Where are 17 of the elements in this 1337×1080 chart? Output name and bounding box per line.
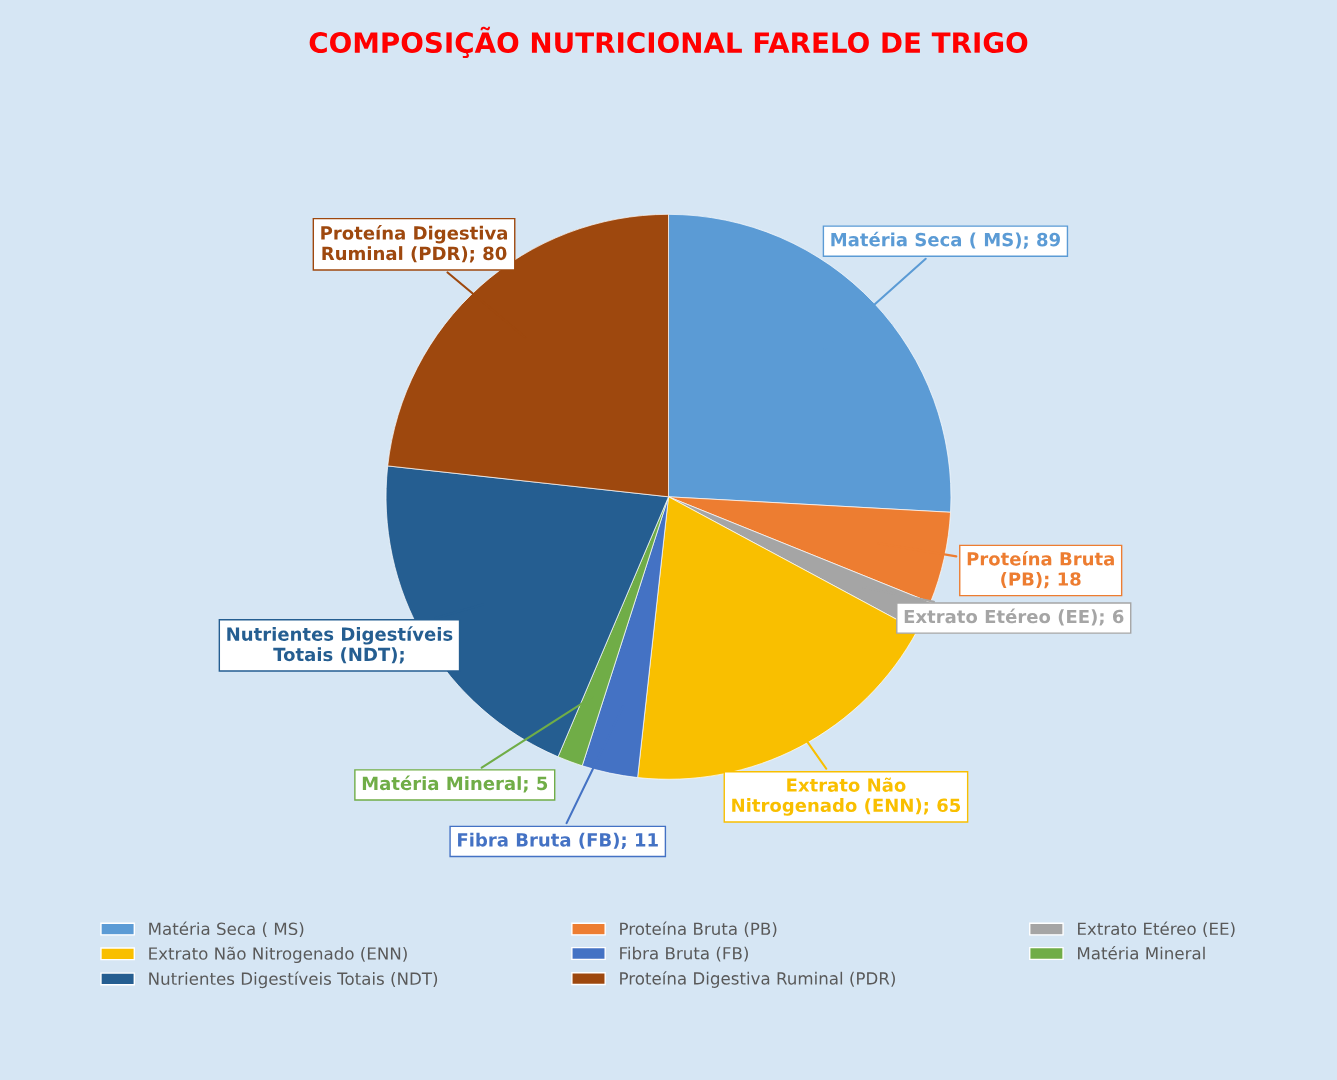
legend-label: Matéria Mineral <box>1078 946 1205 960</box>
legend-label: Extrato Não Nitrogenado (ENN) <box>149 946 407 964</box>
legend-label: Nutrientes Digestíveis Totais (NDT) <box>149 971 438 989</box>
legend-label: Proteína Bruta (PB) <box>620 921 777 938</box>
data-label: Nutrientes Digestíveis Totais (NDT); <box>227 626 453 664</box>
data-label: Matéria Mineral; 5 <box>362 775 548 793</box>
data-label: Proteína Bruta (PB); 18 <box>967 550 1114 589</box>
legend-label: Matéria Seca ( MS) <box>149 921 304 938</box>
data-label: Fibra Bruta (FB); 11 <box>458 832 658 849</box>
legend-label: Fibra Bruta (FB) <box>620 946 748 962</box>
data-label: Proteína Digestiva Ruminal (PDR); 80 <box>321 225 508 263</box>
data-label: Matéria Seca ( MS); 89 <box>831 231 1060 249</box>
legend-label: Proteína Digestiva Ruminal (PDR) <box>620 971 895 988</box>
data-label: Extrato Etéreo (EE); 6 <box>904 608 1124 626</box>
data-label: Extrato Não Nitrogenado (ENN); 65 <box>732 777 961 816</box>
legend-label: Extrato Etéreo (EE) <box>1078 921 1235 938</box>
chart-title: COMPOSIÇÃO NUTRICIONAL FARELO DE TRIGO <box>309 26 1028 59</box>
